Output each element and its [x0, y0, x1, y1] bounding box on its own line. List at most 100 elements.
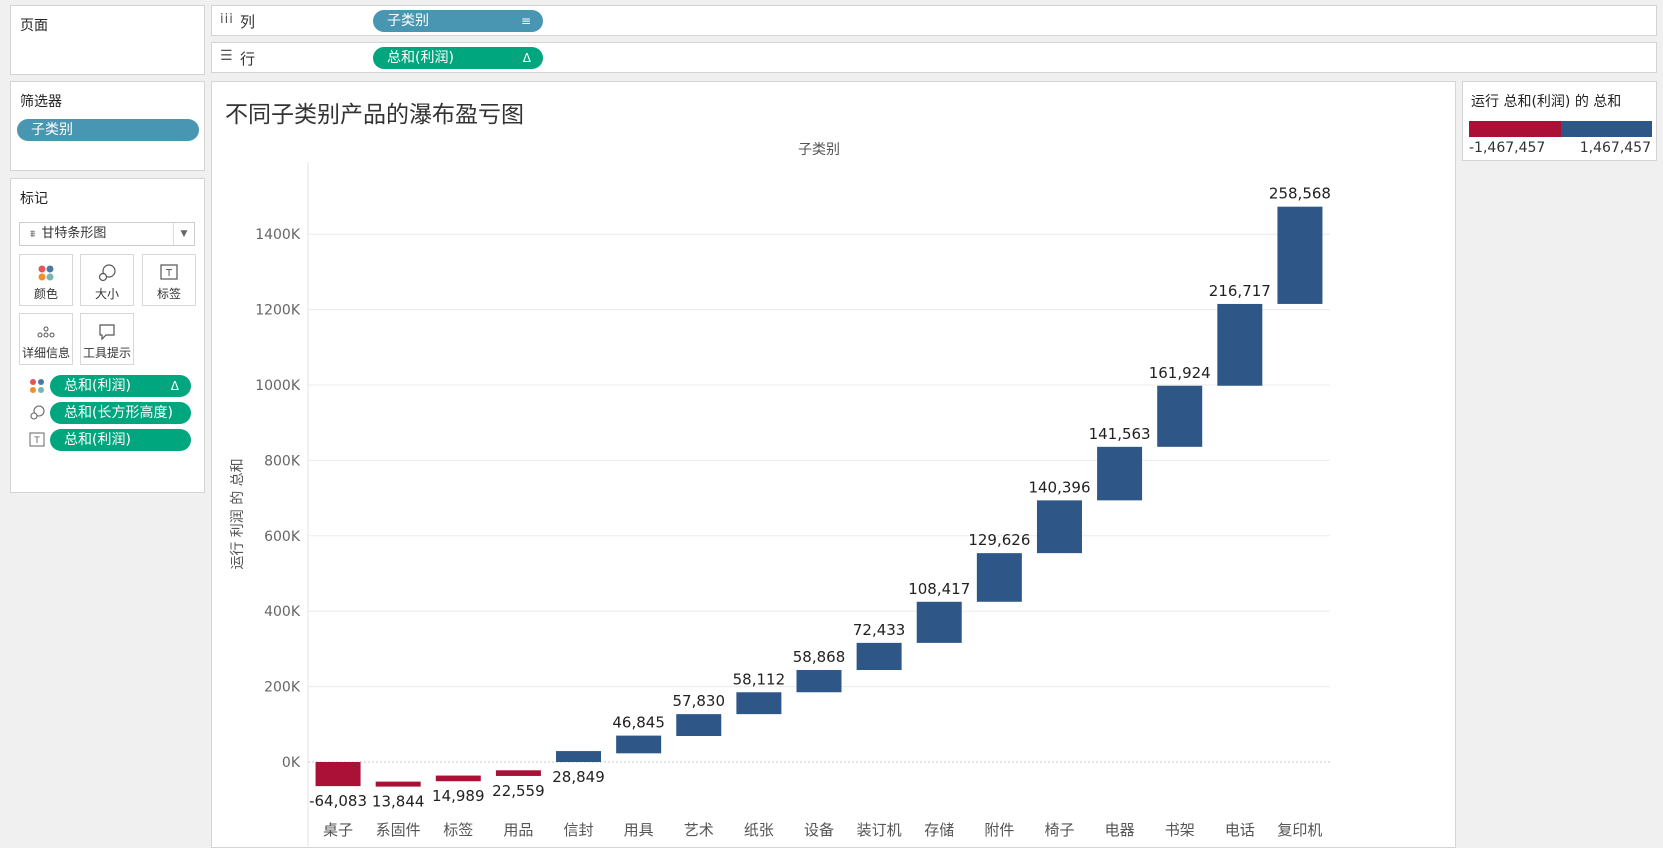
delta-icon: Δ	[170, 379, 179, 393]
legend-min: -1,467,457	[1469, 140, 1546, 156]
bar-系固件	[375, 781, 421, 787]
pages-title: 页面	[20, 18, 48, 34]
x-tick-label: 电器	[1105, 821, 1135, 839]
rows-label: 行	[240, 50, 256, 68]
encoding-pill-label: 总和(长方形高度)	[64, 405, 173, 421]
mark-type-dropdown[interactable]: ⩩ 甘特条形图 ▼	[19, 222, 195, 246]
encoding-pill-label-profit[interactable]: 总和(利润)	[50, 429, 191, 451]
y-axis-title: 运行 利润 的 总和	[230, 458, 246, 569]
columns-pill-label: 子类别	[387, 13, 429, 29]
data-label: 28,849	[552, 768, 605, 786]
tooltip-button-label: 工具提示	[82, 346, 131, 360]
x-tick-label: 书架	[1165, 821, 1195, 839]
size-button[interactable]: 大小	[80, 254, 134, 306]
x-tick-label: 装订机	[857, 821, 902, 839]
bar-纸张	[736, 692, 782, 715]
label-button[interactable]: T 标签	[142, 254, 196, 306]
data-label: -64,083	[309, 792, 367, 810]
data-label: 108,417	[908, 580, 970, 598]
x-tick-label: 存储	[924, 821, 954, 839]
y-tick-label: 800K	[264, 453, 301, 469]
tooltip-icon	[99, 324, 115, 341]
bar-椅子	[1036, 500, 1082, 554]
rows-shelf[interactable]: ☰ 行 总和(利润) Δ	[211, 42, 1657, 73]
y-tick-label: 200K	[264, 680, 301, 696]
data-label: 161,924	[1149, 364, 1211, 382]
filter-pill-subcategory[interactable]: 子类别	[17, 119, 199, 141]
label-button-label: 标签	[156, 287, 181, 301]
data-label: 58,112	[733, 670, 786, 688]
rows-pill-label: 总和(利润)	[387, 50, 454, 66]
rows-icon: ☰	[220, 48, 233, 64]
filter-pill-label: 子类别	[31, 122, 73, 138]
data-label: 72,433	[853, 621, 906, 639]
size-button-label: 大小	[94, 287, 119, 301]
bar-用品	[495, 770, 541, 776]
bar-复印机	[1277, 206, 1323, 304]
bar-设备	[796, 670, 842, 693]
data-label: 46,845	[612, 714, 665, 732]
encoding-pill-label: 总和(利润)	[64, 378, 131, 394]
x-tick-label: 用品	[503, 821, 533, 839]
svg-text:T: T	[33, 436, 40, 446]
color-dots-icon	[30, 379, 44, 393]
color-button[interactable]: 颜色	[19, 254, 73, 306]
data-label: 141,563	[1089, 425, 1151, 443]
x-tick-label: 标签	[443, 821, 473, 839]
bar-信封	[556, 751, 602, 762]
bar-附件	[976, 553, 1022, 602]
marks-title: 标记	[20, 191, 48, 207]
x-tick-label: 椅子	[1044, 821, 1074, 839]
chevron-down-icon[interactable]: ▼	[173, 223, 194, 245]
text-label-icon: T	[160, 264, 178, 280]
gantt-icon: ⩩	[30, 229, 36, 240]
bar-书架	[1157, 385, 1203, 447]
legend-title: 运行 总和(利润) 的 总和	[1471, 94, 1622, 110]
sort-icon: ≡	[520, 14, 531, 28]
columns-label: 列	[240, 13, 256, 31]
x-tick-label: 信封	[564, 821, 594, 839]
x-tick-label: 电话	[1225, 821, 1255, 839]
columns-pill-subcategory[interactable]: 子类别 ≡	[373, 10, 543, 32]
data-label: 14,989	[432, 787, 485, 805]
x-tick-label: 系固件	[376, 821, 421, 839]
columns-shelf[interactable]: iii 列 子类别 ≡	[211, 5, 1657, 36]
bar-电话	[1217, 303, 1263, 386]
tooltip-button[interactable]: 工具提示	[80, 313, 134, 365]
x-tick-label: 纸张	[744, 821, 774, 839]
size-icon	[30, 405, 45, 420]
bar-装订机	[856, 642, 902, 671]
chart-title: 不同子类别产品的瀑布盈亏图	[225, 102, 524, 128]
pages-shelf[interactable]: 页面	[10, 5, 205, 75]
bar-标签	[435, 775, 481, 782]
y-tick-label: 1200K	[255, 303, 301, 319]
x-tick-label: 桌子	[323, 821, 353, 839]
encoding-pill-size-height[interactable]: 总和(长方形高度)	[50, 402, 191, 424]
data-label: 216,717	[1209, 282, 1271, 300]
size-icon	[98, 264, 116, 282]
svg-text:T: T	[165, 268, 173, 279]
encoding-pill-label: 总和(利润)	[64, 432, 131, 448]
bar-电器	[1097, 446, 1143, 501]
y-tick-label: 0K	[282, 755, 301, 771]
bar-存储	[916, 601, 962, 643]
data-label: 140,396	[1028, 478, 1090, 496]
encoding-pill-color-profit[interactable]: 总和(利润) Δ	[50, 375, 191, 397]
x-tick-label: 用具	[624, 821, 654, 839]
x-tick-label: 设备	[804, 821, 834, 839]
data-label: 258,568	[1269, 185, 1331, 203]
detail-button-label: 详细信息	[21, 346, 70, 360]
detail-button[interactable]: 详细信息	[19, 313, 73, 365]
delta-icon: Δ	[522, 51, 531, 65]
text-label-icon: T	[29, 432, 45, 447]
data-label: 57,830	[673, 692, 726, 710]
color-button-label: 颜色	[33, 287, 58, 301]
y-tick-label: 1400K	[255, 227, 301, 243]
data-label: 13,844	[372, 793, 425, 811]
rows-pill-profit[interactable]: 总和(利润) Δ	[373, 47, 543, 69]
data-label: 129,626	[968, 531, 1030, 549]
detail-icon	[37, 326, 55, 338]
mark-type-label: 甘特条形图	[41, 226, 107, 241]
filters-card: 筛选器 子类别	[10, 81, 205, 171]
